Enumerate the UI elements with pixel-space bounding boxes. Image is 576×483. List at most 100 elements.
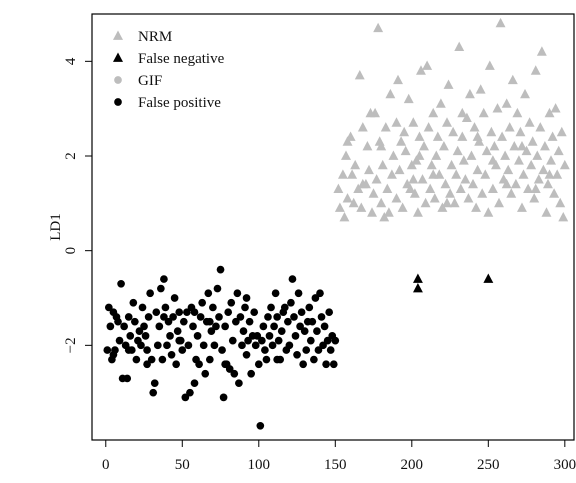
data-point-false-positive bbox=[123, 374, 132, 383]
data-point-false-positive bbox=[135, 327, 144, 335]
data-point-nrm bbox=[422, 60, 433, 70]
data-point-false-positive bbox=[230, 369, 239, 378]
data-point-nrm bbox=[376, 141, 387, 151]
data-point-nrm bbox=[396, 136, 407, 146]
legend-marker-false-negative bbox=[113, 52, 123, 62]
data-point-nrm bbox=[518, 169, 529, 179]
data-point-nrm bbox=[380, 122, 391, 132]
data-point-false-positive bbox=[314, 346, 323, 354]
data-point-nrm bbox=[388, 150, 399, 160]
data-point-false-positive bbox=[308, 317, 317, 326]
data-point-nrm bbox=[365, 107, 376, 118]
data-point-false-positive bbox=[254, 360, 263, 369]
data-point-nrm bbox=[445, 188, 455, 198]
data-point-nrm bbox=[486, 126, 497, 137]
data-point-false-positive bbox=[103, 346, 112, 354]
data-point-false-positive bbox=[117, 279, 125, 288]
data-point-nrm bbox=[481, 145, 492, 156]
y-tick-label: −2 bbox=[63, 337, 79, 353]
data-point-false-positive bbox=[115, 336, 124, 345]
data-point-false-positive bbox=[291, 332, 300, 340]
data-point-nrm bbox=[475, 84, 486, 94]
data-point-nrm bbox=[524, 117, 535, 127]
data-point-nrm bbox=[495, 17, 506, 28]
data-point-false-positive bbox=[193, 332, 202, 340]
data-point-nrm bbox=[373, 22, 384, 33]
data-point-nrm bbox=[544, 107, 555, 118]
x-tick-label: 0 bbox=[102, 457, 110, 473]
y-tick-label: 2 bbox=[63, 152, 79, 160]
data-point-nrm bbox=[549, 188, 560, 198]
data-point-false-positive bbox=[247, 369, 255, 378]
data-point-nrm bbox=[471, 202, 481, 212]
data-point-false-negative bbox=[413, 273, 423, 283]
data-point-false-positive bbox=[239, 327, 248, 335]
data-point-false-positive bbox=[204, 289, 213, 298]
data-point-nrm bbox=[347, 169, 358, 179]
data-point-false-positive bbox=[313, 327, 321, 335]
data-point-false-positive bbox=[146, 289, 154, 298]
data-point-false-positive bbox=[290, 313, 298, 321]
data-point-nrm bbox=[520, 88, 530, 99]
data-point-false-positive bbox=[126, 332, 135, 340]
data-point-false-positive bbox=[109, 350, 118, 359]
data-point-nrm bbox=[463, 193, 474, 203]
x-tick-label: 50 bbox=[175, 457, 190, 473]
data-point-false-positive bbox=[132, 355, 141, 364]
data-point-nrm bbox=[448, 126, 459, 137]
plot-border bbox=[91, 13, 575, 441]
data-point-nrm bbox=[425, 183, 436, 193]
data-point-nrm bbox=[391, 193, 402, 203]
data-point-false-positive bbox=[131, 317, 139, 326]
data-point-false-positive bbox=[181, 393, 190, 402]
data-point-nrm bbox=[426, 159, 437, 170]
data-point-false-positive bbox=[267, 303, 275, 312]
data-point-false-positive bbox=[161, 303, 170, 312]
legend-label-false-positive: False positive bbox=[138, 95, 221, 111]
data-point-false-positive bbox=[244, 336, 252, 345]
data-point-false-positive bbox=[329, 360, 338, 369]
data-point-nrm bbox=[423, 122, 434, 132]
data-point-false-positive bbox=[264, 313, 272, 321]
data-point-false-positive bbox=[320, 322, 329, 331]
data-point-false-positive bbox=[227, 298, 236, 307]
data-point-false-positive bbox=[325, 308, 334, 317]
data-point-nrm bbox=[435, 98, 446, 108]
data-point-false-positive bbox=[175, 336, 184, 345]
data-point-nrm bbox=[474, 136, 485, 146]
data-point-nrm bbox=[334, 202, 345, 212]
data-point-false-positive bbox=[221, 322, 229, 331]
data-point-false-positive bbox=[179, 317, 188, 326]
data-point-nrm bbox=[483, 207, 494, 217]
data-point-nrm bbox=[514, 155, 524, 165]
data-point-false-positive bbox=[201, 369, 210, 378]
data-point-false-positive bbox=[273, 313, 281, 321]
data-point-false-positive bbox=[273, 355, 281, 364]
data-point-nrm bbox=[394, 164, 405, 175]
data-point-false-negative bbox=[413, 283, 423, 293]
y-axis-title: LD1 bbox=[48, 213, 64, 241]
data-point-false-positive bbox=[158, 355, 167, 364]
x-tick-label: 100 bbox=[248, 457, 271, 473]
data-point-nrm bbox=[439, 141, 449, 151]
data-point-nrm bbox=[397, 202, 408, 212]
data-point-false-positive bbox=[195, 360, 203, 369]
data-point-false-positive bbox=[160, 275, 168, 283]
data-point-false-positive bbox=[186, 388, 194, 397]
data-point-false-positive bbox=[225, 365, 234, 373]
data-point-nrm bbox=[367, 207, 377, 217]
data-point-nrm bbox=[477, 188, 488, 198]
data-point-false-positive bbox=[150, 379, 159, 388]
data-point-false-positive bbox=[316, 289, 324, 298]
data-point-nrm bbox=[546, 155, 556, 165]
data-point-nrm bbox=[452, 145, 463, 156]
data-point-nrm bbox=[501, 98, 512, 108]
data-point-nrm bbox=[342, 193, 353, 203]
data-point-nrm bbox=[487, 155, 498, 165]
data-point-nrm bbox=[503, 164, 514, 175]
data-point-false-positive bbox=[190, 379, 199, 388]
data-point-false-positive bbox=[297, 308, 306, 317]
data-point-nrm bbox=[440, 178, 451, 189]
data-point-nrm bbox=[492, 103, 503, 113]
